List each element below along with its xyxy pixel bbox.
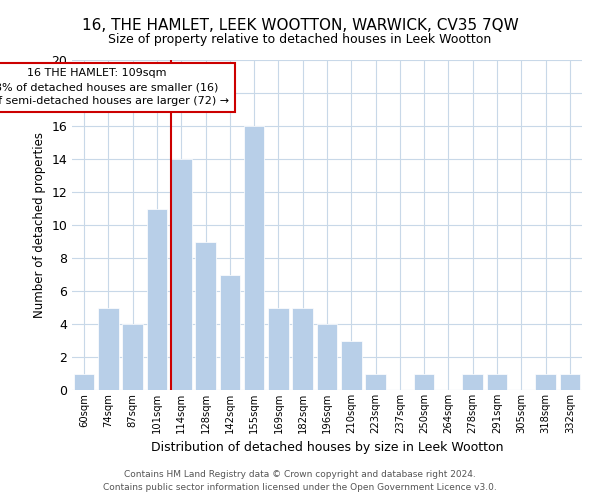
Bar [535,374,556,390]
Bar [487,374,508,390]
Bar [74,374,94,390]
Bar [560,374,580,390]
Bar [220,274,240,390]
Y-axis label: Number of detached properties: Number of detached properties [33,132,46,318]
Text: 16 THE HAMLET: 109sqm
← 18% of detached houses are smaller (16)
82% of semi-deta: 16 THE HAMLET: 109sqm ← 18% of detached … [0,68,229,106]
Bar [268,308,289,390]
Text: Contains HM Land Registry data © Crown copyright and database right 2024.
Contai: Contains HM Land Registry data © Crown c… [103,470,497,492]
Bar [341,340,362,390]
Bar [171,159,191,390]
Bar [365,374,386,390]
Bar [98,308,119,390]
Bar [414,374,434,390]
Bar [292,308,313,390]
Bar [463,374,483,390]
Text: 16, THE HAMLET, LEEK WOOTTON, WARWICK, CV35 7QW: 16, THE HAMLET, LEEK WOOTTON, WARWICK, C… [82,18,518,32]
X-axis label: Distribution of detached houses by size in Leek Wootton: Distribution of detached houses by size … [151,442,503,454]
Bar [122,324,143,390]
Bar [317,324,337,390]
Bar [195,242,216,390]
Bar [244,126,265,390]
Bar [146,208,167,390]
Text: Size of property relative to detached houses in Leek Wootton: Size of property relative to detached ho… [109,32,491,46]
